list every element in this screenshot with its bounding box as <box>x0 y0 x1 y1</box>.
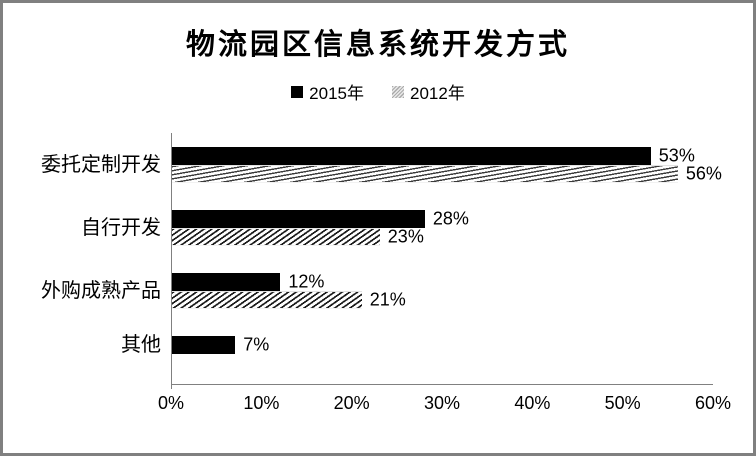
x-tick-label: 10% <box>243 393 280 413</box>
x-tick-label: 50% <box>604 393 641 413</box>
chart-title: 物流园区信息系统开发方式 <box>185 29 570 61</box>
legend-swatch-hatched-icon <box>392 85 404 98</box>
legend-label: 2015年 <box>309 84 364 103</box>
bar-value-label: 23% <box>387 226 424 247</box>
x-tick-label: 40% <box>514 393 551 413</box>
category-label: 自行开发 <box>81 217 161 239</box>
bar-2012年-外购成熟产品 <box>172 291 362 309</box>
bar-value-label: 53% <box>658 145 695 166</box>
legend-label: 2012年 <box>410 84 465 103</box>
bar-value-label: 7% <box>243 334 270 355</box>
bar-2015年-外购成熟产品 <box>172 273 281 291</box>
legend: 2015年 2012年 <box>3 79 753 104</box>
bar-2012年-自行开发 <box>172 228 380 246</box>
category-label: 外购成熟产品 <box>41 280 161 302</box>
legend-item-2012年: 2012年 <box>392 79 465 104</box>
bar-2015年-委托定制开发 <box>172 147 651 165</box>
category-label: 其他 <box>121 334 161 356</box>
bar-value-label: 56% <box>685 163 722 184</box>
bar-2015年-自行开发 <box>172 210 425 228</box>
legend-item-2015年: 2015年 <box>291 79 364 104</box>
bar-2012年-委托定制开发 <box>172 165 678 183</box>
plot-area: 53% 56% 28% 23% 12% 21% 7% <box>171 133 722 389</box>
bar-value-label: 21% <box>369 289 406 310</box>
x-tick-label: 30% <box>423 393 461 413</box>
x-tick-label: 60% <box>694 393 732 413</box>
x-tick-label: 0% <box>157 393 184 413</box>
bar-value-label: 12% <box>288 271 325 292</box>
bar-value-label: 28% <box>432 208 469 229</box>
x-tick-label: 20% <box>333 393 370 413</box>
legend-swatch-solid-black-icon <box>291 85 304 98</box>
category-label: 委托定制开发 <box>41 154 161 176</box>
bar-2015年-其他 <box>172 336 236 354</box>
